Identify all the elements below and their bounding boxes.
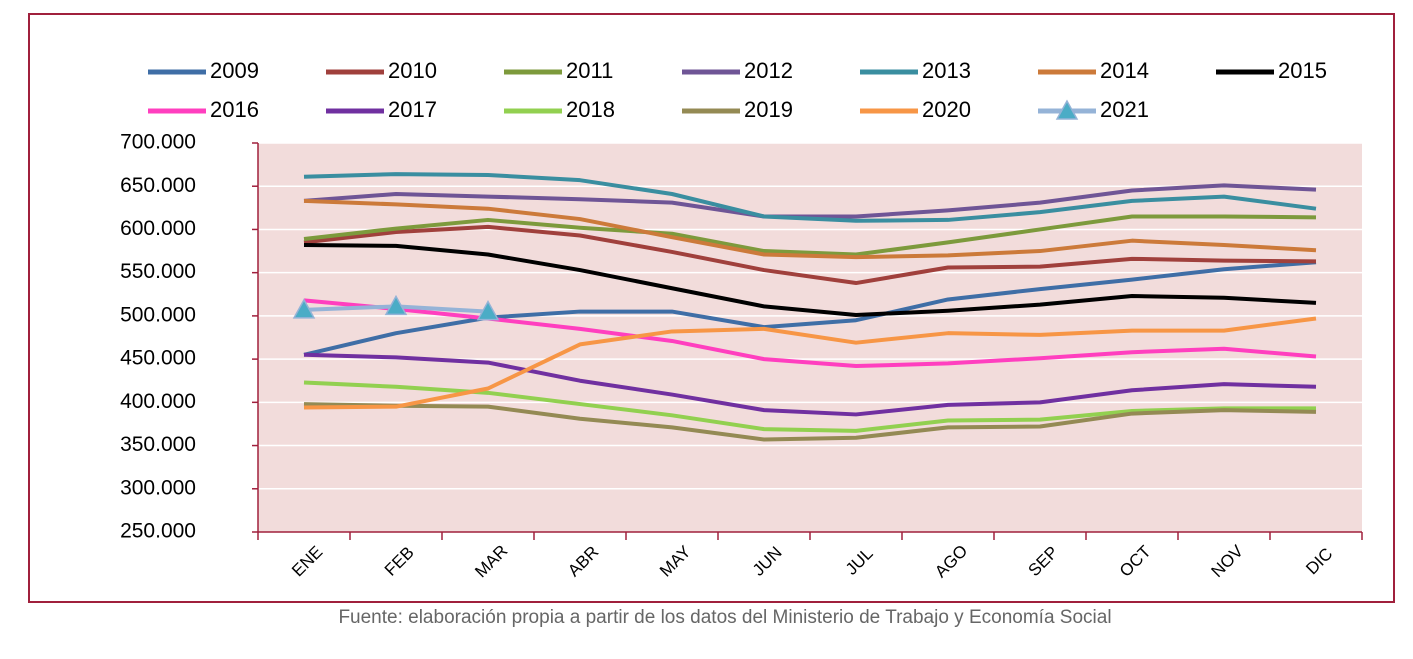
legend-label: 2020 [922,97,971,122]
legend-label: 2016 [210,97,259,122]
legend-label: 2017 [388,97,437,122]
y-tick-label: 500.000 [120,303,196,326]
legend-label: 2014 [1100,58,1149,83]
y-tick-label: 300.000 [120,476,196,499]
y-tick-label: 250.000 [120,520,196,543]
legend-marker [1055,99,1079,120]
legend-label: 2011 [566,58,613,83]
y-tick-label: 450.000 [120,347,196,370]
series-line [303,172,1317,223]
y-tick-label: 650.000 [120,174,196,197]
y-tick-label: 600.000 [120,217,196,240]
series-line [303,183,1317,219]
series-line [303,224,1317,286]
legend-label: 2010 [388,58,437,83]
legend-label: 2015 [1278,58,1327,83]
y-tick-label: 550.000 [120,260,196,283]
series-line [303,316,1317,410]
series-line [303,352,1317,417]
series-line [303,243,1317,318]
y-tick-label: 700.000 [120,131,196,154]
series-line [303,214,1317,257]
series-marker [292,298,316,319]
source-note: Fuente: elaboración propia a partir de l… [338,607,1111,628]
series-line [303,260,1317,357]
legend-label: 2013 [922,58,971,83]
legend-label: 2018 [566,97,615,122]
series-line [303,298,1317,369]
legend-label: 2019 [744,97,793,122]
legend-label: 2012 [744,58,793,83]
series-marker [476,300,500,321]
legend-label: 2021 [1100,97,1149,122]
legend-label: 2009 [210,58,259,83]
series-line [303,198,1317,260]
y-tick-label: 400.000 [120,390,196,413]
y-tick-label: 350.000 [120,433,196,456]
series-marker [384,294,408,316]
series-line [303,402,1317,442]
